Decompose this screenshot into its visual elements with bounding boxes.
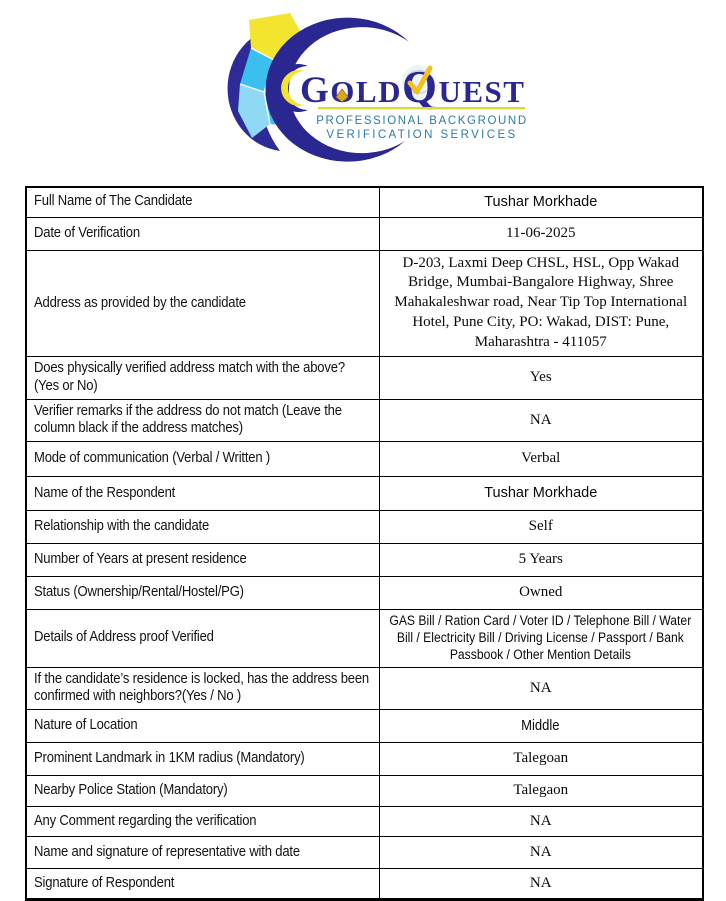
table-row: Nature of Location Middle (25, 708, 704, 743)
row-label: Number of Years at present residence (34, 551, 247, 568)
row-label: Signature of Respondent (34, 874, 175, 891)
logo-globe-mosaic (238, 13, 302, 138)
row-value: NA (378, 835, 704, 869)
logo-image: GOLDQUEST PROFESSIONAL BACKGROUND VERIFI… (227, 13, 527, 162)
logo-subtitle-2: VERIFICATION SERVICES (326, 129, 517, 141)
table-row: Mode of communication (Verbal / Written … (25, 440, 704, 477)
row-value: Verbal (378, 440, 704, 477)
row-value: Talegoan (378, 741, 704, 776)
row-value: NA (378, 867, 704, 900)
table-row: Full Name of The Candidate Tushar Morkha… (25, 186, 704, 218)
logo-underline (318, 107, 525, 110)
row-value: 5 Years (378, 542, 704, 577)
row-label: Name and signature of representative wit… (34, 843, 300, 860)
row-value: Tushar Morkhade (378, 475, 704, 511)
row-value: Yes (378, 356, 704, 400)
row-value: NA (378, 805, 704, 837)
table-row: Nearby Police Station (Mandatory) Talega… (25, 774, 704, 807)
row-label: Verifier remarks if the address do not m… (34, 402, 342, 437)
row-label: Nearby Police Station (Mandatory) (34, 782, 228, 799)
table-row: Name and signature of representative wit… (25, 835, 704, 869)
goldquest-logo: GOLDQUEST PROFESSIONAL BACKGROUND VERIFI… (152, 6, 536, 164)
table-row: Any Comment regarding the verification N… (25, 805, 704, 837)
table-row: Status (Ownership/Rental/Hostel/PG) Owne… (25, 575, 704, 610)
table-row: Prominent Landmark in 1KM radius (Mandat… (25, 741, 704, 776)
logo-g-swirl-yellow (281, 70, 305, 106)
row-value: Middle (521, 717, 560, 734)
row-value: 11-06-2025 (378, 216, 704, 251)
row-label: Any Comment regarding the verification (34, 812, 257, 829)
row-value: GAS Bill / Ration Card / Voter ID / Tele… (389, 612, 692, 662)
table-row: Details of Address proof Verified GAS Bi… (25, 608, 704, 668)
row-value: Self (378, 509, 704, 544)
row-value: Tushar Morkhade (378, 186, 704, 218)
table-row: Signature of Respondent NA (25, 867, 704, 900)
table-row: Does physically verified address match w… (25, 356, 704, 400)
verification-table: Full Name of The Candidate Tushar Morkha… (25, 186, 704, 901)
page: { "logo": { "brand_g": "G", "brand_old":… (25, 6, 704, 901)
row-value: Owned (378, 575, 704, 610)
row-label: Address as provided by the candidate (34, 294, 246, 311)
logo-middle-crescent (265, 17, 409, 162)
logo-checkmark-icon (407, 65, 433, 95)
table-row: Number of Years at present residence 5 Y… (25, 542, 704, 577)
row-label: Prominent Landmark in 1KM radius (Mandat… (34, 750, 305, 767)
table-row: Name of the Respondent Tushar Morkhade (25, 475, 704, 511)
row-label: Mode of communication (Verbal / Written … (34, 450, 271, 467)
row-label: Status (Ownership/Rental/Hostel/PG) (34, 584, 244, 601)
logo-subtitle-1: PROFESSIONAL BACKGROUND (316, 115, 527, 127)
row-label: Nature of Location (34, 717, 138, 734)
row-label: Relationship with the candidate (34, 518, 210, 535)
row-value: NA (378, 666, 704, 710)
row-value: NA (378, 398, 704, 442)
logo-gold-drop (335, 88, 349, 103)
table-row: Date of Verification 11-06-2025 (25, 216, 704, 251)
row-label: Name of the Respondent (34, 484, 176, 501)
brand-uest: UEST (438, 74, 525, 109)
row-value: D-203, Laxmi Deep CHSL, HSL, Opp Wakad B… (378, 249, 704, 358)
row-label: Full Name of The Candidate (34, 193, 193, 210)
row-label: If the candidate’s residence is locked, … (34, 670, 370, 705)
table-row: Verifier remarks if the address do not m… (25, 398, 704, 442)
row-value: Talegaon (378, 774, 704, 807)
table-row: Address as provided by the candidate D-2… (25, 249, 704, 358)
row-label: Details of Address proof Verified (34, 629, 214, 646)
table-row: Relationship with the candidate Self (25, 509, 704, 544)
logo-g-swirl (274, 64, 308, 112)
row-label: Does physically verified address match w… (34, 360, 345, 394)
brand-g: G (300, 70, 330, 111)
table-row: If the candidate’s residence is locked, … (25, 666, 704, 710)
brand-text: GOLDQUEST (300, 62, 525, 112)
row-label: Date of Verification (34, 224, 140, 241)
